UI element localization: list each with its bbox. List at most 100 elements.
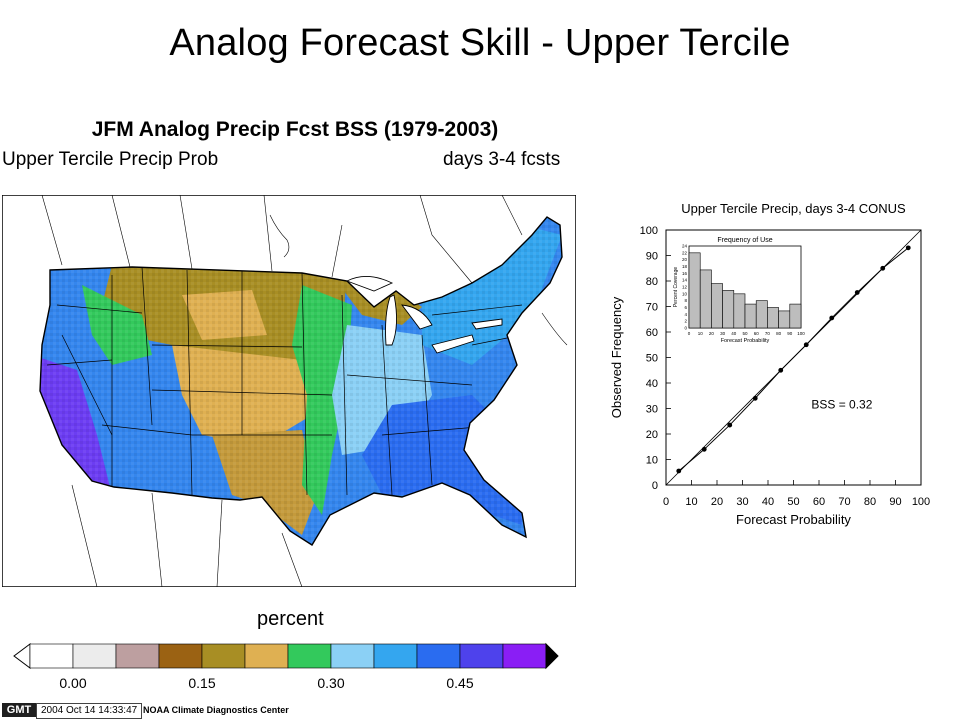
map-panel: JFM Analog Precip Fcst BSS (1979-2003) U… xyxy=(0,110,600,720)
inset-y-tick-label: 4 xyxy=(684,312,687,317)
colorbar-right-arrow xyxy=(545,642,559,670)
inset-bar xyxy=(789,303,802,329)
inset-bar xyxy=(767,307,779,329)
y-tick-label: 30 xyxy=(646,404,658,416)
inset-title: Frequency of Use xyxy=(717,237,772,244)
inset-y-tick-label: 22 xyxy=(682,250,688,255)
x-tick-label: 0 xyxy=(663,496,669,508)
colorbar-tick-label: 0.15 xyxy=(188,675,215,690)
x-axis-label: Forecast Probability xyxy=(736,512,851,527)
chart-title: Upper Tercile Precip, days 3-4 CONUS xyxy=(681,201,906,216)
inset-bar xyxy=(722,290,735,329)
colorbar-swatch xyxy=(330,643,375,669)
inset-x-tick-label: 60 xyxy=(754,331,760,336)
inset-y-tick-label: 2 xyxy=(684,319,687,324)
credit: NOAA Climate Diagnostics Center xyxy=(143,705,289,715)
reliability-point xyxy=(752,395,758,401)
y-axis-label: Observed Frequency xyxy=(609,296,624,418)
y-tick-label: 70 xyxy=(646,302,658,314)
colorbar-tick-label: 0.45 xyxy=(446,675,473,690)
inset-y-tick-label: 8 xyxy=(684,298,687,303)
inset-y-tick-label: 6 xyxy=(684,305,687,310)
inset-x-tick-label: 40 xyxy=(731,331,737,336)
state-borders xyxy=(46,266,523,496)
colorbar: 0.00 0.15 0.30 0.45 xyxy=(13,642,559,690)
colorbar-swatch xyxy=(72,643,117,669)
y-tick-label: 40 xyxy=(646,378,658,390)
inset-y-tick-label: 0 xyxy=(684,326,687,331)
inset-x-tick-label: 20 xyxy=(709,331,715,336)
colorbar-swatch xyxy=(115,643,160,669)
inset-x-tick-label: 0 xyxy=(688,331,691,336)
colorbar-left-arrow xyxy=(13,643,31,669)
reliability-point xyxy=(701,446,707,452)
x-tick-label: 40 xyxy=(762,496,774,508)
x-tick-label: 70 xyxy=(838,496,850,508)
inset-x-tick-label: 90 xyxy=(787,331,793,336)
reliability-curve xyxy=(678,247,909,472)
y-tick-label: 100 xyxy=(640,225,658,237)
gmt-logo: GMT xyxy=(2,703,36,717)
x-tick-label: 20 xyxy=(711,496,723,508)
reliability-point xyxy=(854,290,860,295)
x-tick-label: 30 xyxy=(736,496,748,508)
reliability-point xyxy=(727,422,733,428)
colorbar-swatch xyxy=(502,643,547,669)
x-tick-label: 10 xyxy=(685,496,697,508)
inset-bar xyxy=(778,310,791,329)
y-tick-label: 0 xyxy=(652,480,658,492)
inset-bar xyxy=(755,300,768,329)
colorbar-swatch xyxy=(29,643,74,669)
colorbar-swatch xyxy=(416,643,461,669)
inset-y-tick-label: 10 xyxy=(682,291,688,296)
colorbar-swatch xyxy=(373,643,418,669)
y-tick-label: 20 xyxy=(646,429,658,441)
inset-x-axis-label: Forecast Probability xyxy=(721,338,770,344)
x-tick-label: 80 xyxy=(864,496,876,508)
footer: GMT 2004 Oct 14 14:33:47 NOAA Climate Di… xyxy=(0,701,960,720)
y-tick-label: 80 xyxy=(646,276,658,288)
timestamp: 2004 Oct 14 14:33:47 xyxy=(36,703,143,719)
y-tick-label: 60 xyxy=(646,327,658,339)
reliability-point xyxy=(778,367,784,373)
inset-bar xyxy=(744,303,757,329)
inset-y-tick-label: 20 xyxy=(682,257,688,262)
inset-x-tick-label: 70 xyxy=(765,331,771,336)
inset-bar xyxy=(733,293,746,329)
colorbar-swatch xyxy=(244,643,289,669)
map-subtitle-right: days 3-4 fcsts xyxy=(443,149,561,170)
inset-bar xyxy=(711,283,723,329)
reliability-point xyxy=(803,342,809,348)
x-tick-label: 90 xyxy=(889,496,901,508)
reliability-point xyxy=(829,315,835,321)
map-subtitle-left: Upper Tercile Precip Prob xyxy=(2,149,219,170)
y-tick-label: 50 xyxy=(646,353,658,365)
inset-y-tick-label: 12 xyxy=(682,285,688,290)
inset-x-tick-label: 80 xyxy=(776,331,782,336)
slide-title: Analog Forecast Skill - Upper Tercile xyxy=(169,22,791,64)
inset-bar xyxy=(688,252,701,329)
inset-x-tick-label: 30 xyxy=(720,331,726,336)
inset-y-tick-label: 24 xyxy=(682,244,688,249)
x-tick-label: 50 xyxy=(787,496,799,508)
reliability-point xyxy=(676,468,682,474)
colorbar-tick-label: 0.30 xyxy=(317,675,344,690)
map-title: JFM Analog Precip Fcst BSS (1979-2003) xyxy=(91,118,499,141)
precip-bss-map xyxy=(2,195,576,587)
colorbar-title: percent xyxy=(257,608,324,630)
inset-y-axis-label: Percent Coverage xyxy=(673,267,679,308)
inset-x-tick-label: 10 xyxy=(698,331,704,336)
bss-annotation: BSS = 0.32 xyxy=(811,398,872,412)
canada-mexico-borders xyxy=(41,195,568,587)
reliability-point xyxy=(880,265,886,271)
inset-y-tick-label: 18 xyxy=(682,264,688,269)
inset-x-tick-label: 100 xyxy=(797,331,805,336)
x-tick-label: 60 xyxy=(813,496,825,508)
reliability-diagram: Upper Tercile Precip, days 3-4 CONUS 0 10 2… xyxy=(609,201,930,527)
colorbar-tick-label: 0.00 xyxy=(59,675,86,690)
colorbar-swatch xyxy=(459,643,504,669)
inset-y-tick-label: 16 xyxy=(682,271,688,276)
colorbar-swatch xyxy=(287,643,332,669)
colorbar-swatch xyxy=(201,643,246,669)
inset-bar xyxy=(699,269,712,329)
